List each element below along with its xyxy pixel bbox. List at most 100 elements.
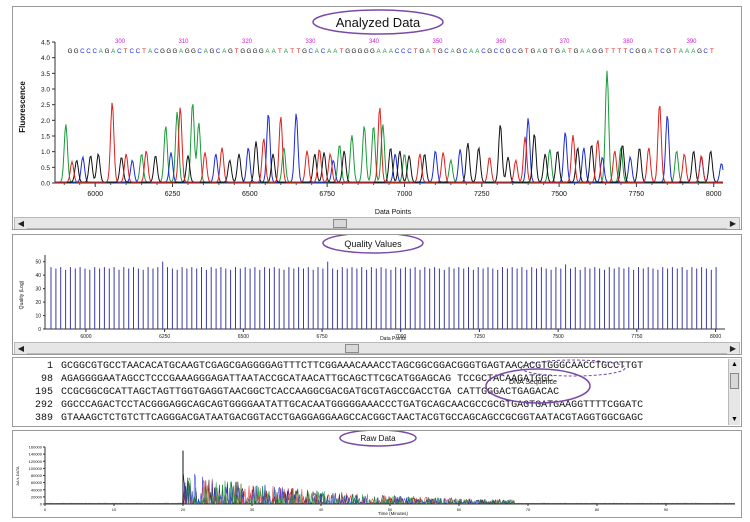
called-base-letter: A bbox=[315, 48, 320, 55]
called-base-letter: C bbox=[629, 48, 634, 55]
scroll-right-arrow-icon[interactable]: ▶ bbox=[727, 218, 739, 229]
called-base-letter: G bbox=[345, 48, 350, 55]
raw-data-chart: Raw Data AA's DATA Time (Minutes) 0 20000… bbox=[15, 431, 735, 516]
base-position-label: 360 bbox=[496, 39, 507, 45]
x-tick-label: 8000 bbox=[710, 334, 721, 340]
y-tick-label: 40 bbox=[35, 273, 41, 279]
y-tick-label: 140000 bbox=[29, 452, 43, 457]
x-tick-label: 7500 bbox=[551, 191, 567, 198]
called-base-letter: T bbox=[340, 48, 344, 55]
sequence-row-index: 98 bbox=[40, 374, 53, 385]
x-tick-label: 7500 bbox=[553, 334, 564, 340]
y-tick-label: 50 bbox=[35, 260, 41, 266]
called-base-letter: T bbox=[296, 48, 300, 55]
base-position-label: 350 bbox=[432, 39, 443, 45]
sequence-row-index: 389 bbox=[34, 413, 53, 424]
y-tick-label: 60000 bbox=[31, 480, 43, 485]
called-base-letter: C bbox=[117, 48, 122, 55]
called-base-letter: A bbox=[333, 48, 338, 55]
called-base-letter: G bbox=[240, 48, 245, 55]
x-tick-label: 40 bbox=[319, 507, 324, 512]
y-tick-label: 10 bbox=[35, 314, 41, 320]
called-base-letter: G bbox=[253, 48, 258, 55]
called-base-letter: G bbox=[247, 48, 252, 55]
called-base-letter: C bbox=[660, 48, 665, 55]
called-base-letter: A bbox=[685, 48, 690, 55]
y-tick-label: 160000 bbox=[29, 445, 43, 450]
y-tick-label: 40000 bbox=[31, 487, 43, 492]
analyzed-title-oval bbox=[312, 9, 444, 35]
x-tick-label: 80 bbox=[595, 507, 600, 512]
analyzed-data-panel: Analyzed Data Fluorescence Data Points 0… bbox=[12, 6, 742, 230]
called-base-letter: G bbox=[370, 48, 375, 55]
sequence-scroll-thumb[interactable] bbox=[730, 373, 739, 389]
called-base-letter: C bbox=[407, 48, 412, 55]
called-base-letter: C bbox=[129, 48, 134, 55]
quality-title-oval bbox=[322, 235, 424, 254]
base-position-label: 380 bbox=[623, 39, 634, 45]
called-base-letter: C bbox=[136, 48, 141, 55]
x-tick-label: 50 bbox=[388, 507, 393, 512]
called-base-letter: T bbox=[673, 48, 677, 55]
called-base-letter: T bbox=[124, 48, 128, 55]
called-base-letter: G bbox=[302, 48, 307, 55]
called-base-letter: T bbox=[624, 48, 628, 55]
scroll-up-arrow-icon[interactable]: ▲ bbox=[731, 361, 738, 368]
quality-scroll-thumb[interactable] bbox=[345, 344, 359, 353]
called-base-letter: G bbox=[555, 48, 560, 55]
called-base-letter: A bbox=[377, 48, 382, 55]
scroll-right-arrow-icon[interactable]: ▶ bbox=[727, 343, 739, 354]
x-tick-label: 7750 bbox=[631, 334, 642, 340]
called-base-letter: A bbox=[537, 48, 542, 55]
called-base-letter: G bbox=[697, 48, 702, 55]
quality-xlabel: Data Points bbox=[380, 336, 406, 342]
called-base-letter: A bbox=[272, 48, 277, 55]
raw-xlabel: Time (Minutes) bbox=[378, 511, 408, 516]
y-tick-label: 2.0 bbox=[41, 118, 50, 125]
sequence-row-text: GTAAAGCTCTGTCTTCAGGGACGATAATGACGGTACCTGA… bbox=[61, 413, 644, 424]
called-base-letter: G bbox=[173, 48, 178, 55]
x-tick-label: 20 bbox=[181, 507, 186, 512]
y-tick-label: 3.0 bbox=[41, 87, 50, 94]
base-position-label: 330 bbox=[305, 39, 316, 45]
analyzed-data-chart: Analyzed Data Fluorescence Data Points 0… bbox=[18, 9, 724, 216]
called-base-letter: G bbox=[635, 48, 640, 55]
y-tick-label: 20000 bbox=[31, 494, 43, 499]
called-base-letter: T bbox=[142, 48, 146, 55]
called-base-letter: T bbox=[654, 48, 658, 55]
sequence-row-index: 1 bbox=[46, 361, 53, 372]
scroll-left-arrow-icon[interactable]: ◀ bbox=[15, 218, 27, 229]
called-base-letter: T bbox=[290, 48, 294, 55]
called-base-letter: G bbox=[438, 48, 443, 55]
called-base-letter: G bbox=[543, 48, 548, 55]
called-base-letter: T bbox=[414, 48, 418, 55]
base-position-label: 310 bbox=[178, 39, 189, 45]
called-base-letter: C bbox=[395, 48, 400, 55]
called-base-letter: A bbox=[265, 48, 270, 55]
called-base-letter: T bbox=[605, 48, 609, 55]
scroll-down-arrow-icon[interactable]: ▼ bbox=[731, 416, 738, 423]
called-base-letter: C bbox=[154, 48, 159, 55]
called-base-letter: A bbox=[679, 48, 684, 55]
called-base-letter: G bbox=[642, 48, 647, 55]
fluorescence-ylabel: Fluorescence bbox=[18, 81, 27, 133]
raw-trace bbox=[44, 474, 735, 505]
x-tick-label: 6250 bbox=[159, 334, 170, 340]
x-tick-label: 8000 bbox=[706, 191, 722, 198]
quality-hscrollbar[interactable]: ◀ ▶ bbox=[14, 342, 740, 354]
called-base-letter: G bbox=[518, 48, 523, 55]
scroll-left-arrow-icon[interactable]: ◀ bbox=[15, 343, 27, 354]
called-base-letter: G bbox=[68, 48, 73, 55]
x-tick-label: 6750 bbox=[316, 334, 327, 340]
analyzed-hscrollbar[interactable]: ◀ ▶ bbox=[14, 217, 740, 229]
called-base-letter: A bbox=[389, 48, 394, 55]
analyzed-scroll-thumb[interactable] bbox=[333, 219, 347, 228]
sequence-vscrollbar[interactable]: ▲ ▼ bbox=[728, 359, 740, 425]
sequence-row-text: CCGCGGCGCATTAGCTAGTTGGTGAGGTAACGGCTCACCA… bbox=[61, 387, 560, 398]
called-base-letter: G bbox=[228, 48, 233, 55]
quality-values-chart: Quality Values Quality (Log) Data Points… bbox=[19, 235, 725, 342]
called-base-letter: A bbox=[284, 48, 289, 55]
called-base-letter: G bbox=[166, 48, 171, 55]
called-base-letter: A bbox=[580, 48, 585, 55]
x-tick-label: 6250 bbox=[165, 191, 181, 198]
